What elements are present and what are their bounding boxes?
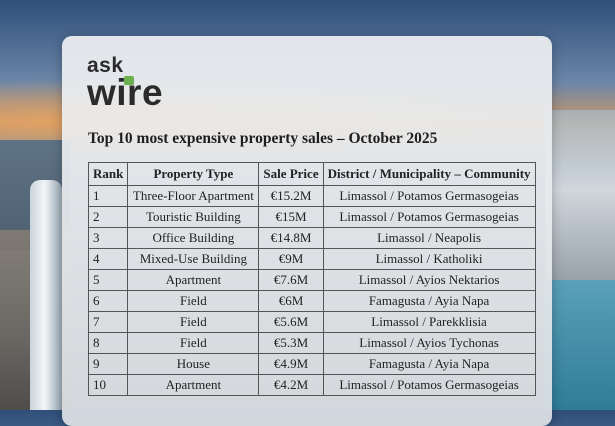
background-tower bbox=[30, 180, 62, 410]
cell-property-type: Mixed-Use Building bbox=[127, 248, 260, 270]
cell-district: Limassol / Parekklisia bbox=[322, 311, 536, 333]
table-row: 8 Field €5.3M Limassol / Ayios Tychonas bbox=[87, 332, 536, 354]
askwire-logo: ask wire bbox=[87, 54, 163, 111]
cell-rank: 10 bbox=[87, 374, 129, 396]
cell-district: Limassol / Neapolis bbox=[322, 227, 536, 249]
cell-sale-price: €7.6M bbox=[258, 269, 324, 291]
cell-sale-price: €15.2M bbox=[258, 185, 324, 207]
cell-rank: 3 bbox=[87, 227, 129, 249]
cell-district: Limassol / Ayios Nektarios bbox=[322, 269, 536, 291]
background-city-right bbox=[545, 110, 615, 310]
cell-property-type: Apartment bbox=[127, 374, 260, 396]
cell-rank: 5 bbox=[87, 269, 129, 291]
table-row: 7 Field €5.6M Limassol / Parekklisia bbox=[87, 311, 536, 333]
logo-text-ask: ask bbox=[87, 54, 124, 77]
cell-sale-price: €9M bbox=[258, 248, 324, 270]
cell-property-type: Office Building bbox=[127, 227, 260, 249]
cell-sale-price: €6M bbox=[258, 290, 324, 312]
cell-sale-price: €4.9M bbox=[258, 353, 324, 375]
background-sea-right bbox=[545, 280, 615, 410]
cell-district: Famagusta / Ayia Napa bbox=[322, 290, 536, 312]
header-sale-price: Sale Price bbox=[258, 162, 324, 186]
header-rank: Rank bbox=[87, 162, 129, 186]
cell-sale-price: €15M bbox=[258, 206, 324, 228]
page-title: Top 10 most expensive property sales – O… bbox=[88, 130, 438, 147]
cell-property-type: House bbox=[127, 353, 260, 375]
logo-accent-dot bbox=[124, 76, 134, 85]
cell-sale-price: €14.8M bbox=[258, 227, 324, 249]
table-row: 5 Apartment €7.6M Limassol / Ayios Nekta… bbox=[87, 269, 536, 291]
cell-property-type: Three-Floor Apartment bbox=[127, 185, 260, 207]
header-district: District / Municipality – Community bbox=[322, 162, 536, 186]
cell-property-type: Touristic Building bbox=[127, 206, 260, 228]
cell-property-type: Field bbox=[127, 311, 260, 333]
cell-rank: 9 bbox=[87, 353, 129, 375]
cell-property-type: Apartment bbox=[127, 269, 260, 291]
cell-district: Limassol / Potamos Germasogeias bbox=[322, 185, 536, 207]
header-property-type: Property Type bbox=[127, 162, 260, 186]
cell-sale-price: €5.6M bbox=[258, 311, 324, 333]
content-card: ask wire Top 10 most expensive property … bbox=[62, 36, 552, 426]
cell-district: Famagusta / Ayia Napa bbox=[322, 353, 536, 375]
table-row: 3 Office Building €14.8M Limassol / Neap… bbox=[87, 227, 536, 249]
table-row: 2 Touristic Building €15M Limassol / Pot… bbox=[87, 206, 536, 228]
cell-sale-price: €5.3M bbox=[258, 332, 324, 354]
property-sales-table: Rank Property Type Sale Price District /… bbox=[87, 162, 536, 396]
cell-rank: 6 bbox=[87, 290, 129, 312]
table-row: 1 Three-Floor Apartment €15.2M Limassol … bbox=[87, 185, 536, 207]
table-row: 9 House €4.9M Famagusta / Ayia Napa bbox=[87, 353, 536, 375]
logo-text-wire: wire bbox=[87, 74, 163, 111]
cell-rank: 7 bbox=[87, 311, 129, 333]
table-row: 10 Apartment €4.2M Limassol / Potamos Ge… bbox=[87, 374, 536, 396]
cell-district: Limassol / Katholiki bbox=[322, 248, 536, 270]
cell-rank: 1 bbox=[87, 185, 129, 207]
cell-district: Limassol / Potamos Germasogeias bbox=[322, 206, 536, 228]
cell-district: Limassol / Ayios Tychonas bbox=[322, 332, 536, 354]
table-row: 4 Mixed-Use Building €9M Limassol / Kath… bbox=[87, 248, 536, 270]
cell-rank: 8 bbox=[87, 332, 129, 354]
cell-district: Limassol / Potamos Germasogeias bbox=[322, 374, 536, 396]
cell-property-type: Field bbox=[127, 290, 260, 312]
cell-sale-price: €4.2M bbox=[258, 374, 324, 396]
table-row: 6 Field €6M Famagusta / Ayia Napa bbox=[87, 290, 536, 312]
cell-property-type: Field bbox=[127, 332, 260, 354]
cell-rank: 4 bbox=[87, 248, 129, 270]
table-header-row: Rank Property Type Sale Price District /… bbox=[87, 162, 536, 186]
cell-rank: 2 bbox=[87, 206, 129, 228]
